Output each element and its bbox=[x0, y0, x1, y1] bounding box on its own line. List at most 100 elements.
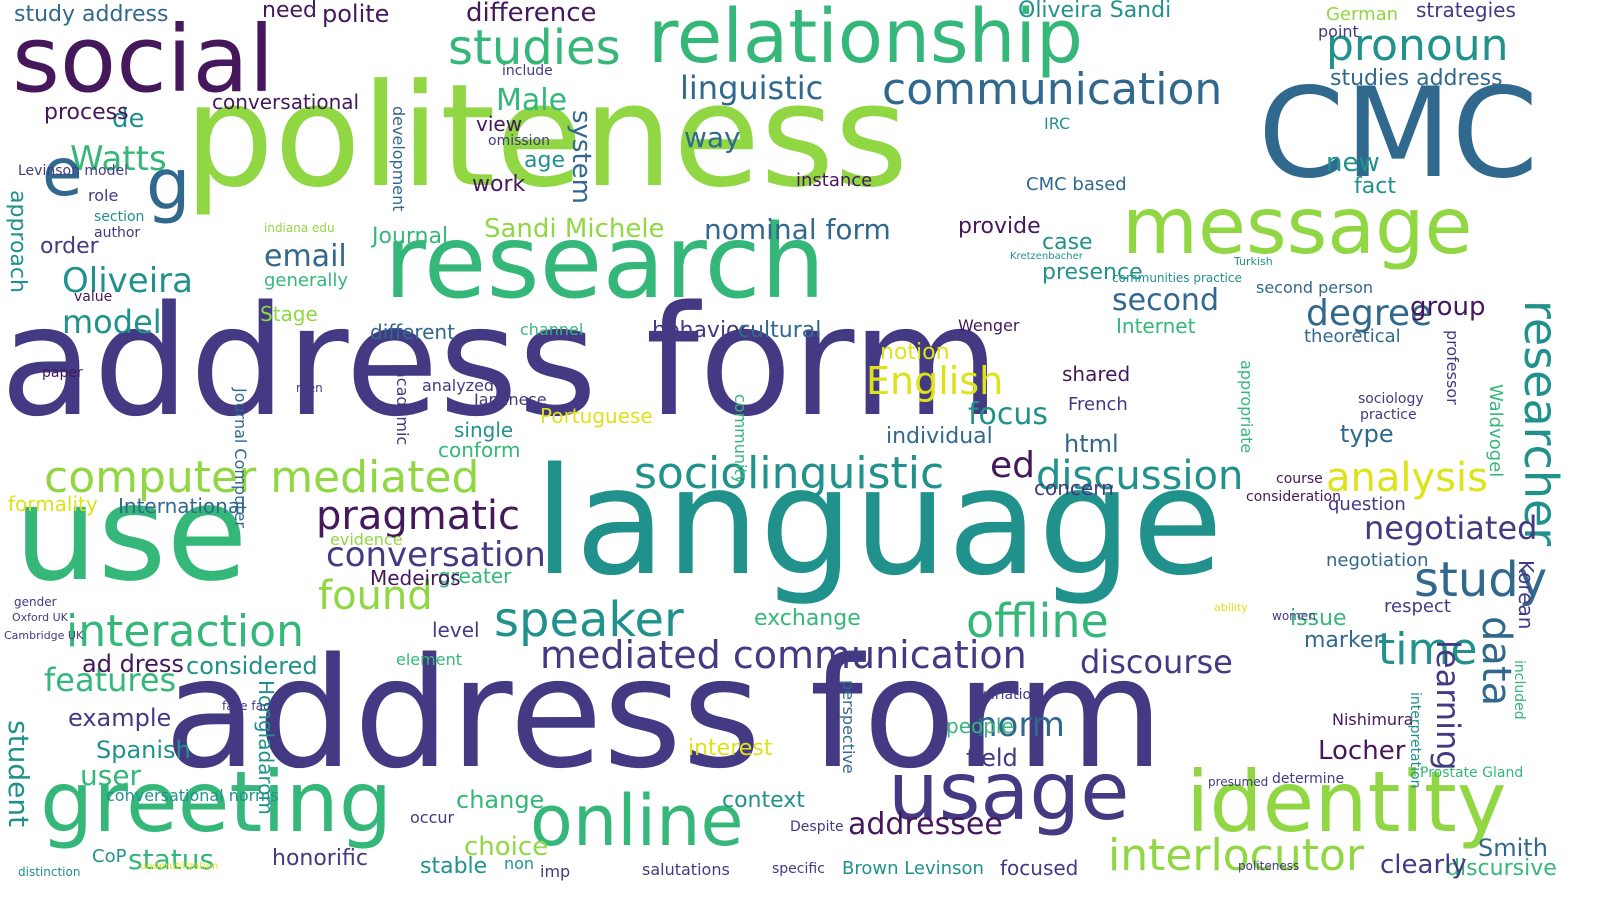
word-notion: notion bbox=[880, 340, 950, 365]
word-shared: shared bbox=[1062, 362, 1131, 386]
word-student: student bbox=[2, 720, 35, 828]
word-non: non bbox=[504, 854, 535, 873]
word-interlocutor: interlocutor bbox=[1108, 830, 1365, 881]
word-author: author bbox=[94, 225, 141, 241]
word-presumed: presumed bbox=[1208, 775, 1269, 789]
word-oliveira-sandi: Oliveira Sandi bbox=[1018, 0, 1172, 23]
word-social: social bbox=[12, 6, 275, 113]
word-address-form-1: address form bbox=[0, 273, 1000, 450]
word-single: single bbox=[454, 418, 514, 442]
word-cambridge-uk: Cambridge UK bbox=[4, 629, 84, 642]
word-community: community bbox=[731, 394, 750, 485]
word-context: context bbox=[722, 788, 805, 813]
word-smith: Smith bbox=[1478, 834, 1548, 862]
word-ad-dress: ad dress bbox=[82, 650, 184, 678]
word-section: section bbox=[94, 209, 145, 225]
word-french: French bbox=[1068, 394, 1128, 415]
word-conform: conform bbox=[438, 438, 521, 462]
word-issue: issue bbox=[1290, 606, 1347, 631]
word-considered: considered bbox=[186, 652, 318, 680]
word-occur: occur bbox=[410, 808, 455, 827]
word-journal: Journal bbox=[372, 224, 449, 249]
word-fact: fact bbox=[1354, 174, 1396, 199]
word-value: value bbox=[74, 289, 113, 305]
word-conversational-norms: conversational norms bbox=[106, 786, 279, 805]
word-offline: offline bbox=[966, 594, 1109, 648]
word-english: English bbox=[866, 359, 1004, 403]
word-addressee: addressee bbox=[848, 807, 1003, 842]
word-underutilization: underutilization bbox=[140, 861, 219, 872]
word-use: use bbox=[14, 457, 248, 611]
word-online: online bbox=[530, 780, 744, 862]
word-communities-practice: communities practice bbox=[1112, 271, 1242, 285]
word-watts: Watts bbox=[70, 139, 167, 179]
word-approach: approach bbox=[5, 190, 30, 293]
word-discourse: discourse bbox=[1080, 643, 1233, 681]
word-view: view bbox=[476, 112, 523, 136]
word-strategies: strategies bbox=[1416, 0, 1516, 22]
word-medeiros: Medeiros bbox=[370, 566, 461, 590]
word-group: group bbox=[1410, 292, 1486, 322]
word-locher: Locher bbox=[1318, 736, 1406, 766]
word-cultural: cultural bbox=[738, 318, 822, 343]
word-prostate-gland: Prostate Gland bbox=[1420, 765, 1524, 781]
word-study: study bbox=[1414, 552, 1548, 608]
word-sociolinguistic: sociolinguistic bbox=[634, 448, 945, 499]
word-practice: practice bbox=[1360, 407, 1417, 423]
word-choice: choice bbox=[464, 832, 549, 862]
word-need: need bbox=[262, 0, 317, 23]
word-data: data bbox=[1473, 616, 1519, 707]
word-stage: Stage bbox=[260, 302, 318, 326]
word-instance: instance bbox=[796, 170, 873, 191]
word-role: role bbox=[88, 186, 119, 205]
word-different: different bbox=[370, 320, 455, 344]
word-work: work bbox=[472, 172, 526, 197]
word-professor: professor bbox=[1443, 330, 1462, 405]
word-imp: imp bbox=[540, 862, 571, 881]
word-language: language bbox=[534, 436, 1224, 608]
word-behavior: behavior bbox=[652, 318, 749, 343]
word-status: status bbox=[128, 843, 215, 876]
word-discussion: discussion bbox=[1036, 453, 1244, 499]
word-turkish: Turkish bbox=[1234, 255, 1273, 268]
word-nominal-form: nominal form bbox=[704, 213, 891, 246]
word-japanese: Japanese bbox=[474, 390, 547, 409]
word-wenger: Wenger bbox=[958, 316, 1020, 335]
word-formality: formality bbox=[8, 492, 98, 516]
word-type: type bbox=[1340, 420, 1394, 448]
word-communication: communication bbox=[882, 64, 1223, 115]
word-distinction: distinction bbox=[18, 865, 81, 879]
word-second-person: second person bbox=[1256, 278, 1373, 297]
word-discursive: discursive bbox=[1446, 856, 1557, 881]
word-gender: gender bbox=[14, 595, 57, 609]
word-computer-mediated: computer mediated bbox=[44, 452, 480, 503]
word-found: found bbox=[318, 573, 433, 619]
word-greater: greater bbox=[438, 564, 512, 588]
word-men: men bbox=[296, 381, 323, 395]
word-levinson-model: Levinson model bbox=[18, 163, 128, 179]
word-analyzed: analyzed bbox=[422, 376, 495, 395]
word-honorific: honorific bbox=[272, 846, 368, 871]
word-address-form-2: address form bbox=[164, 625, 1164, 802]
word-clearly: clearly bbox=[1380, 850, 1467, 880]
word-field: field bbox=[966, 744, 1018, 772]
word-example: example bbox=[68, 704, 172, 732]
word-people: people bbox=[946, 714, 1014, 738]
word-face-face: face face bbox=[222, 699, 277, 713]
word-norm: norm bbox=[976, 705, 1065, 745]
word-e: e bbox=[42, 134, 83, 211]
word-paper: paper bbox=[42, 365, 83, 381]
word-variation: variation bbox=[978, 687, 1040, 703]
word-ability: ability bbox=[1214, 601, 1248, 614]
word-perspective: perspective bbox=[839, 680, 858, 774]
word-brown-levinson: Brown Levinson bbox=[842, 858, 984, 879]
word-channel: channel bbox=[520, 320, 584, 339]
word-sandi-michele: Sandi Michele bbox=[484, 214, 665, 244]
word-speaker: speaker bbox=[494, 592, 684, 648]
word-identity: identity bbox=[1186, 753, 1507, 851]
word-usage: usage bbox=[888, 745, 1130, 838]
word-polite: polite bbox=[322, 0, 390, 28]
word-stable: stable bbox=[420, 854, 488, 879]
word-change: change bbox=[456, 786, 545, 814]
word-include: include bbox=[502, 63, 553, 79]
